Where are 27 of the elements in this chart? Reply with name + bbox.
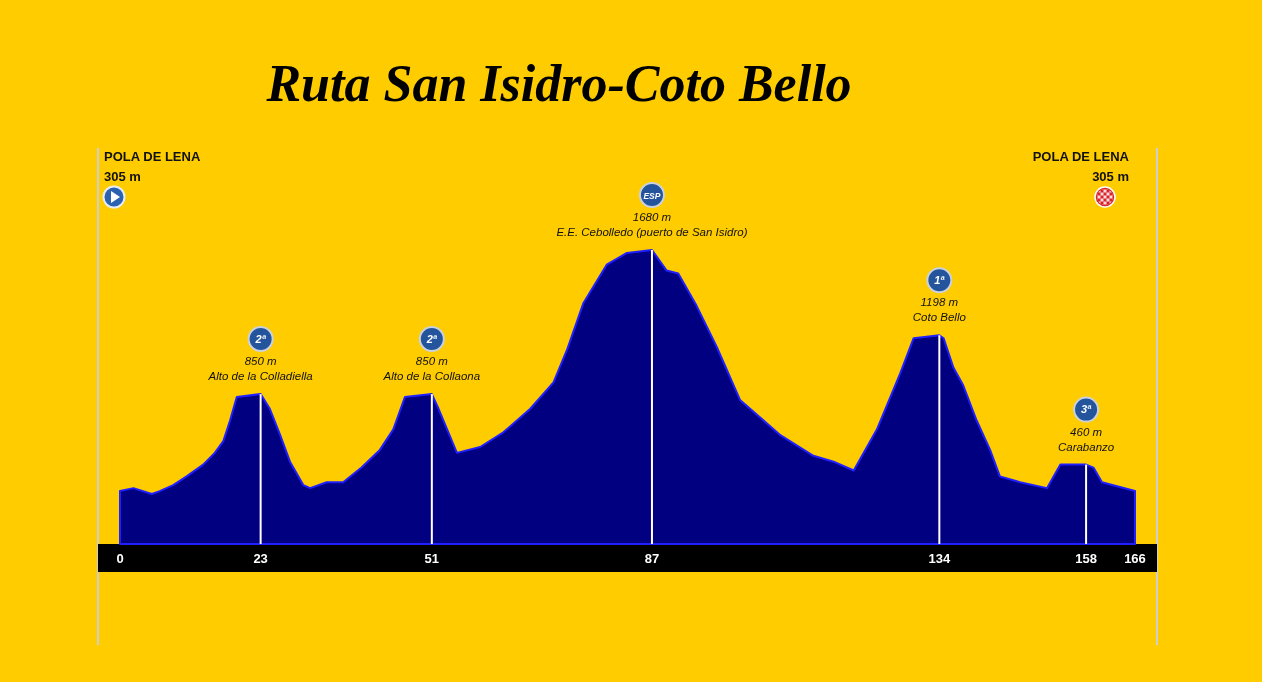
text: POLA DE LENA [1032,149,1130,164]
text: 305 m [1092,169,1129,184]
annotation: Alto de la Colladiella [207,370,313,383]
x-tick-label: 158 [1075,551,1097,566]
x-tick-label: 51 [424,551,440,566]
annotation: 2ª [425,332,438,345]
annotation: 460 m [1070,425,1103,438]
x-tick-label: 87 [644,551,660,566]
annotation: Alto de la Collaona [382,370,481,383]
text: POLA DE LENA [104,149,201,164]
annotation: 850 m [415,355,449,368]
x-tick-label: 134 [928,551,951,566]
annotation: 1ª [934,273,946,286]
x-tick-label: 166 [1124,551,1146,566]
x-tick-label: 23 [253,551,268,566]
x-tick-label: 0 [116,551,124,566]
annotation: 2ª [254,332,267,345]
chart-title: Ruta San Isidro-Coto Bello [265,55,852,112]
annotation: Carabanzo [1057,440,1115,453]
text: ESP [643,190,661,201]
annotation: Coto Bello [912,311,967,324]
text: 305 m [104,169,141,184]
annotation: 3ª [1080,403,1093,416]
annotation: 1680 m [632,211,672,223]
annotation: 850 m [244,355,278,368]
annotation: E.E. Cebolledo (puerto de San Isidro) [556,226,748,238]
annotation: 1198 m [920,296,959,309]
